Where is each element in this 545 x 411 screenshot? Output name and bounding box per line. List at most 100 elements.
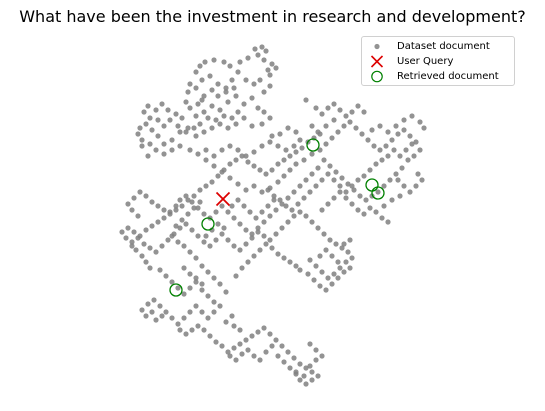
dataset-point [403,147,409,153]
dataset-point [379,215,385,221]
dataset-point [143,193,149,199]
dataset-point [319,177,325,183]
dataset-point [149,199,155,205]
dataset-point [173,203,179,209]
dataset-point [331,195,337,201]
dataset-point [303,381,309,387]
dataset-point [181,315,187,321]
dataset-point [267,237,273,243]
dataset-point [329,281,335,287]
legend-item-dataset: Dataset document [362,40,514,53]
dataset-point [161,141,167,147]
dataset-point [251,81,257,87]
dataset-point [169,279,175,285]
dataset-point [309,219,315,225]
dataset-point [331,177,337,183]
dataset-point [339,245,345,251]
legend-dot-icon [374,43,380,50]
dataset-point [189,227,195,233]
dataset-point [245,159,251,165]
dataset-point [235,109,241,115]
legend: Dataset document User Query Retrieved do… [361,36,515,86]
dataset-point [303,177,309,183]
dataset-point [263,349,269,355]
dataset-point [175,285,181,291]
dataset-point [197,121,203,127]
dataset-point [187,285,193,291]
dataset-point [205,115,211,121]
dataset-point [265,187,271,193]
dataset-point [187,81,193,87]
dataset-point [401,127,407,133]
dataset-point [217,281,223,287]
dataset-point [287,259,293,265]
dataset-point [409,113,415,119]
dataset-point [231,215,237,221]
dataset-point [297,209,303,215]
dataset-point [291,143,297,149]
dataset-point [177,225,183,231]
dataset-point [175,123,181,129]
dataset-point [155,203,161,209]
dataset-point [223,89,229,95]
dataset-point [191,193,197,199]
dataset-point [303,97,309,103]
retrieved-document-marker [365,178,379,192]
dataset-point [381,183,387,189]
dataset-point [337,107,343,113]
dataset-point [261,219,267,225]
dataset-point [337,189,343,195]
dataset-point [195,323,201,329]
dataset-point [385,153,391,159]
retrieved-points-layer [169,138,385,297]
dataset-point [309,377,315,383]
dataset-point [231,345,237,351]
dataset-point [185,89,191,95]
dataset-point [157,303,163,309]
dataset-point [351,187,357,193]
dataset-point [203,183,209,189]
dataset-point [305,271,311,277]
dataset-point [202,59,208,65]
dataset-point [335,129,341,135]
dataset-point [331,271,337,277]
dataset-point [261,325,267,331]
dataset-point [285,349,291,355]
dataset-point [201,109,207,115]
dataset-point [317,131,323,137]
dataset-point [331,101,337,107]
dataset-point [219,203,225,209]
dataset-point [409,141,415,147]
dataset-point [207,73,213,79]
dataset-point [285,195,291,201]
dataset-point [173,223,179,229]
dataset-point [163,309,169,315]
dataset-point [183,99,189,105]
dataset-point [203,147,209,153]
dataset-point [215,221,221,227]
dataset-point [149,309,155,315]
dataset-point [259,143,265,149]
dataset-point [279,343,285,349]
dataset-point [233,121,239,127]
dataset-point [257,77,263,83]
dataset-point [249,231,255,237]
dataset-point [251,353,257,359]
dataset-point [325,201,331,207]
dataset-point [281,157,287,163]
dataset-point [213,209,219,215]
legend-label-query: User Query [397,56,454,67]
dataset-point [417,119,423,125]
dataset-point [269,61,275,67]
dataset-point [293,161,299,167]
dataset-point [307,363,313,369]
dataset-point [367,205,373,211]
dataset-point [167,117,173,123]
dataset-point [205,315,211,321]
dataset-point [195,233,201,239]
dataset-point [225,237,231,243]
dataset-point [227,353,233,359]
dataset-point [363,197,369,203]
dataset-point [157,267,163,273]
dataset-point [415,171,421,177]
